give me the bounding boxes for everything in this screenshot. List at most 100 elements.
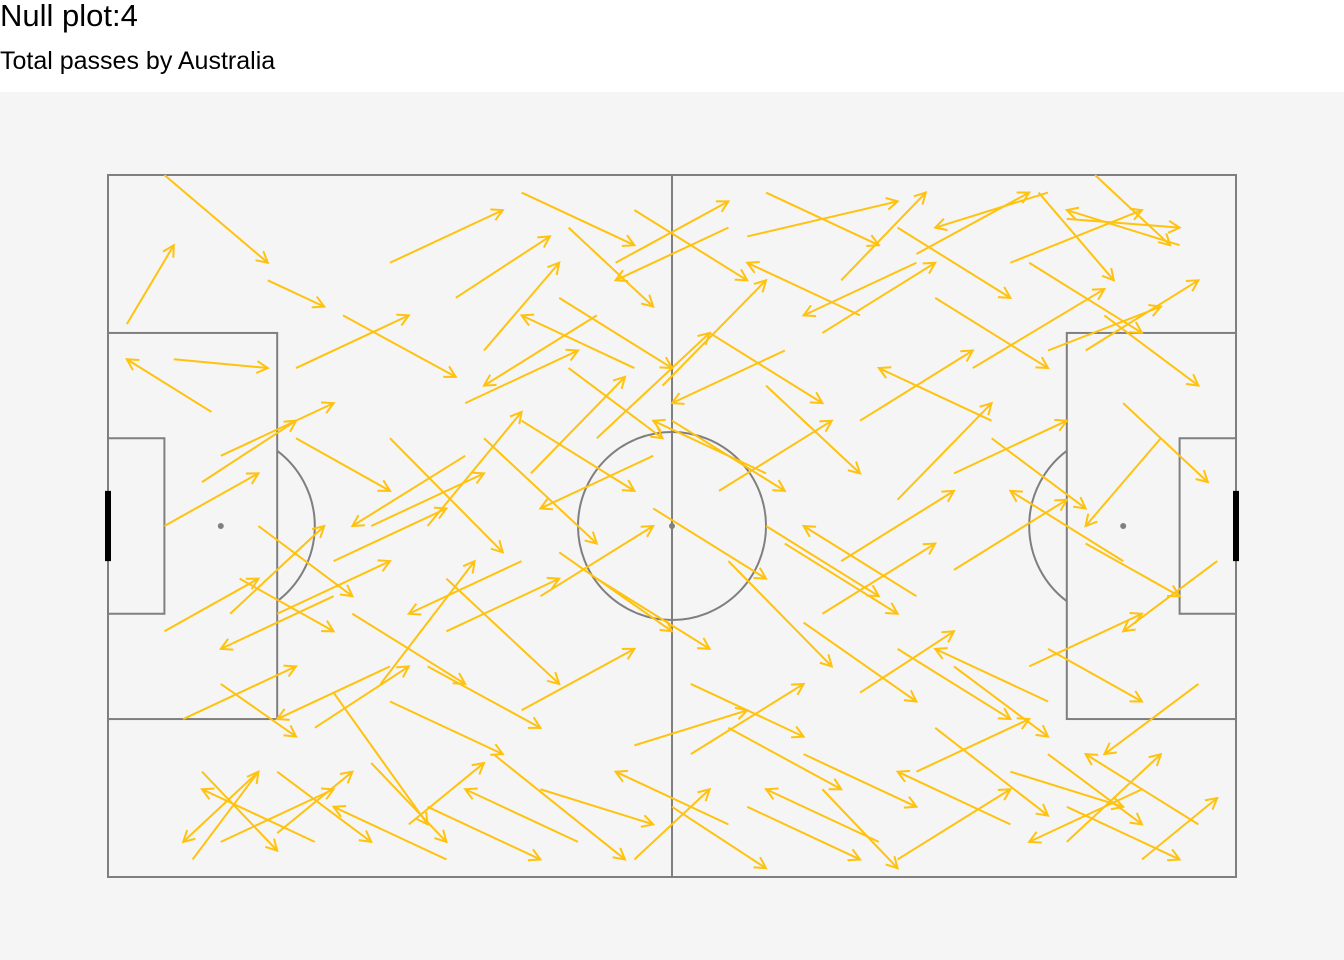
pass-arrow bbox=[389, 700, 503, 755]
pass-arrow bbox=[295, 315, 409, 369]
pass-arrow bbox=[953, 665, 1048, 736]
pass-arrow bbox=[276, 770, 371, 842]
pass-arrow bbox=[1066, 805, 1180, 860]
pass-arrow bbox=[333, 508, 447, 563]
pass-arrow bbox=[1086, 754, 1199, 826]
pass-arrow bbox=[220, 403, 334, 457]
pass-arrow bbox=[1066, 217, 1180, 228]
pass-arrow bbox=[540, 454, 654, 509]
penalty-spot-right bbox=[1120, 523, 1127, 529]
pass-arrow bbox=[568, 367, 663, 438]
centre-spot bbox=[669, 523, 675, 529]
pass-arrow bbox=[352, 454, 466, 526]
pass-arrow bbox=[727, 726, 841, 789]
pass-arrow bbox=[127, 359, 212, 413]
pass-arrow bbox=[332, 692, 428, 825]
pass-arrow bbox=[596, 577, 710, 649]
pass-arrow bbox=[661, 280, 766, 387]
pass-arrow bbox=[953, 421, 1067, 475]
pass-arrow bbox=[1103, 314, 1198, 385]
pass-arrow bbox=[427, 805, 541, 860]
pass-arrow bbox=[276, 561, 390, 615]
pass-arrow bbox=[173, 358, 268, 368]
pass-arrow bbox=[351, 612, 465, 684]
pass-arrow bbox=[634, 710, 747, 747]
pass-arrow bbox=[879, 368, 993, 422]
pass-arrow bbox=[314, 666, 409, 729]
pass-arrow bbox=[521, 649, 635, 712]
pass-arrow bbox=[370, 762, 446, 842]
pass-arrow bbox=[163, 174, 267, 263]
pass-arrow bbox=[897, 226, 1011, 298]
pass-arrow bbox=[539, 526, 653, 598]
pass-arrow bbox=[803, 753, 917, 807]
pass-arrow bbox=[1086, 437, 1162, 526]
pass-arrow bbox=[455, 236, 550, 299]
pass-arrow bbox=[652, 507, 766, 578]
pass-arrow bbox=[718, 421, 832, 492]
pass-arrow bbox=[191, 772, 259, 861]
pass-arrow bbox=[220, 789, 334, 843]
pass-arrow bbox=[1094, 174, 1170, 245]
pass-arrow bbox=[465, 789, 579, 843]
pass-arrow bbox=[972, 289, 1105, 369]
pass-arrow bbox=[840, 193, 926, 281]
pass-arrow bbox=[521, 191, 635, 246]
pass-arrow bbox=[821, 788, 897, 868]
pass-arrow bbox=[201, 421, 296, 483]
pass-arrow bbox=[1047, 647, 1142, 702]
pass-arrow bbox=[953, 500, 1067, 571]
pass-arrow bbox=[277, 665, 391, 719]
pass-arrow bbox=[1085, 280, 1199, 352]
pass-arrow bbox=[690, 683, 804, 737]
pass-arrow bbox=[125, 245, 174, 325]
pass-arrow bbox=[558, 551, 672, 631]
pass-arrow bbox=[1028, 261, 1142, 333]
pass-arrow bbox=[1085, 542, 1180, 597]
pass-arrow bbox=[201, 771, 277, 851]
pass-arrow bbox=[257, 525, 352, 596]
pass-arrow bbox=[615, 201, 729, 264]
pass-arrow bbox=[1028, 614, 1142, 668]
pass-arrow bbox=[389, 210, 503, 264]
penalty-arc-left bbox=[276, 450, 316, 602]
pass-arrow bbox=[1122, 402, 1208, 482]
pass-arrow bbox=[821, 544, 935, 615]
pass-arrow bbox=[653, 421, 767, 475]
pass-arrow bbox=[229, 526, 324, 615]
pitch-svg bbox=[105, 174, 1239, 878]
pass-arrow bbox=[379, 561, 475, 685]
pass-arrow bbox=[389, 437, 503, 552]
pass-arrow bbox=[859, 631, 954, 694]
pass-arrow bbox=[182, 666, 296, 720]
pass-arrow bbox=[1141, 798, 1217, 861]
pass-arrow bbox=[484, 314, 598, 385]
pass-arrow bbox=[445, 577, 559, 684]
pass-arrow bbox=[934, 727, 1048, 816]
pass-arrow bbox=[427, 665, 541, 727]
pass-arrow bbox=[935, 191, 1049, 228]
pass-arrow bbox=[747, 263, 861, 317]
pass-arrow bbox=[616, 772, 729, 826]
pass-arrow bbox=[342, 314, 456, 376]
pass-arrow bbox=[267, 279, 324, 306]
plot-panel bbox=[0, 92, 1344, 960]
pass-arrow bbox=[709, 332, 823, 403]
pass-arrow bbox=[276, 772, 352, 834]
pass-arrow bbox=[804, 526, 917, 598]
pass-arrow bbox=[840, 491, 954, 562]
pass-arrow bbox=[765, 191, 879, 246]
pass-arrow bbox=[1047, 307, 1161, 352]
pass-arrow bbox=[483, 437, 597, 543]
pass-arrow bbox=[935, 649, 1049, 703]
pass-arrow bbox=[690, 684, 804, 755]
pass-arrow bbox=[1037, 191, 1114, 281]
pass-arrow bbox=[803, 621, 917, 702]
pass-arrow bbox=[897, 789, 1011, 861]
pass-arrow bbox=[567, 226, 654, 307]
pass-arrow bbox=[183, 770, 260, 842]
penalty-spot-left bbox=[217, 523, 224, 529]
pass-arrow bbox=[804, 261, 917, 316]
pass-arrow bbox=[295, 437, 390, 491]
pass-arrow bbox=[1067, 210, 1180, 247]
